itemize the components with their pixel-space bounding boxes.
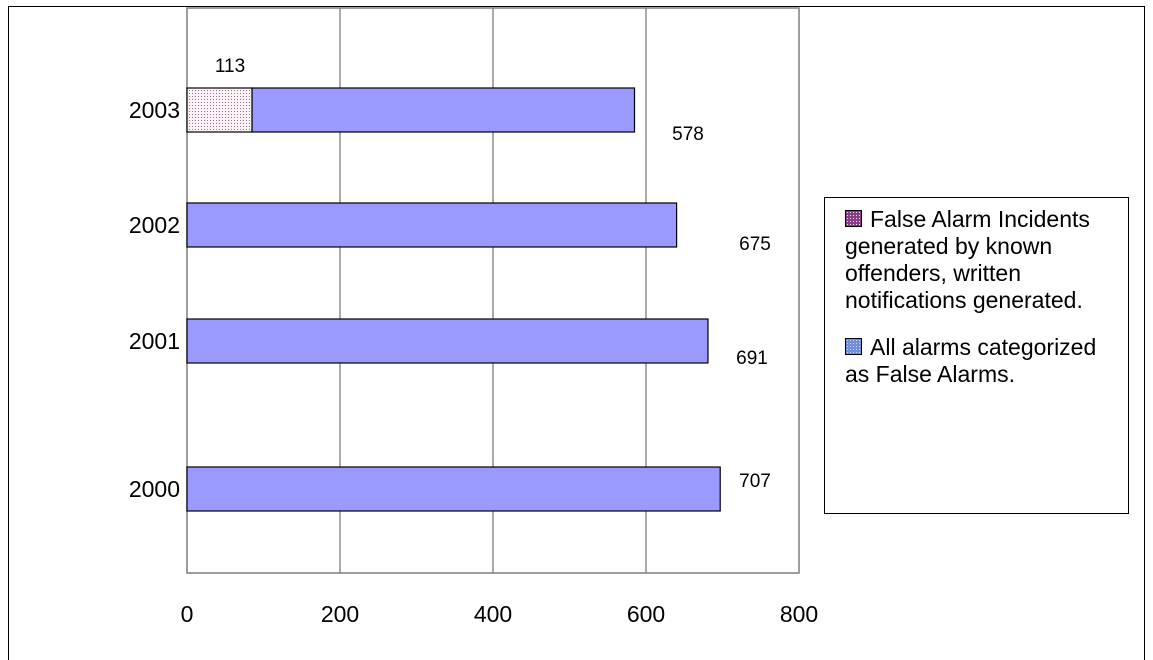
data-label: 113	[215, 56, 245, 77]
legend-label: All alarms categorized as False Alarms.	[845, 334, 1097, 387]
legend: False Alarm Incidents generated by known…	[824, 197, 1129, 514]
bar-false-alarms-2003	[251, 87, 636, 133]
y-tick-label: 2002	[129, 212, 180, 238]
data-label: 578	[672, 124, 704, 145]
x-tick-label: 800	[780, 601, 818, 627]
data-label: 707	[739, 471, 771, 492]
bar-false-alarms-2000	[186, 466, 721, 512]
bar-false-alarms-2002	[186, 202, 678, 248]
chart-frame	[8, 6, 1145, 660]
legend-item-all-false-alarms: All alarms categorized as False Alarms.	[845, 334, 1116, 388]
legend-item-known-offenders: False Alarm Incidents generated by known…	[845, 206, 1116, 314]
data-label: 691	[736, 348, 768, 369]
y-tick-label: 2000	[129, 476, 180, 502]
plot-area	[186, 7, 800, 574]
bar-known-offenders-2003	[186, 87, 253, 133]
data-label: 675	[739, 234, 771, 255]
legend-swatch-icon	[845, 210, 862, 227]
y-tick-label: 2003	[129, 97, 180, 123]
bar-false-alarms-2001	[186, 318, 709, 364]
x-tick-label: 400	[474, 601, 512, 627]
x-tick-label: 600	[627, 601, 665, 627]
y-tick-label: 2001	[129, 328, 180, 354]
x-tick-label: 0	[181, 601, 194, 627]
x-tick-label: 200	[321, 601, 359, 627]
legend-label: False Alarm Incidents generated by known…	[845, 206, 1090, 313]
legend-swatch-icon	[845, 338, 862, 355]
